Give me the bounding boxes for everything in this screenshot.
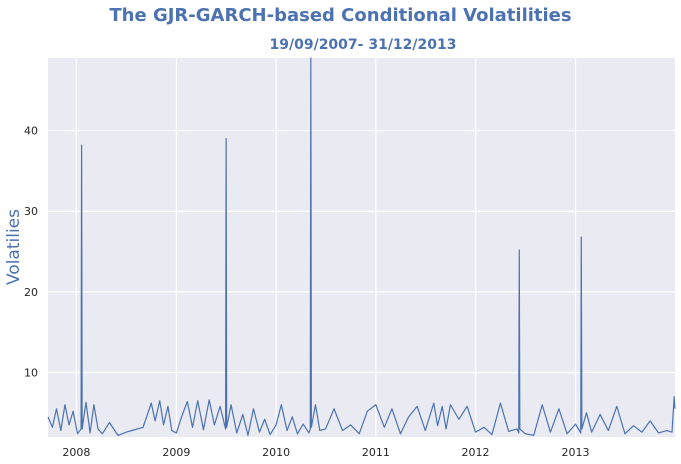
- series-group: [47, 57, 676, 436]
- x-tick-label: 2008: [62, 446, 90, 459]
- volatility-series-line: [47, 57, 676, 436]
- x-tick-label: 2013: [562, 446, 590, 459]
- y-tick-label: 20: [24, 286, 38, 299]
- plot-background: [48, 58, 675, 437]
- grid-lines: [48, 58, 675, 437]
- chart-title: The GJR-GARCH-based Conditional Volatili…: [109, 5, 572, 26]
- y-tick-label: 10: [24, 366, 38, 379]
- x-tick-label: 2011: [362, 446, 390, 459]
- x-tick-label: 2010: [262, 446, 290, 459]
- chart-subtitle: 19/09/2007- 31/12/2013: [269, 37, 457, 53]
- y-tick-label: 30: [24, 205, 38, 218]
- x-tick-label: 2012: [462, 446, 490, 459]
- y-tick-label: 40: [24, 125, 38, 138]
- x-tick-labels: 2008 2009 2010 2011 2012 2013: [62, 446, 589, 459]
- y-tick-labels: 10 20 30 40: [24, 125, 38, 380]
- x-tick-label: 2009: [162, 446, 190, 459]
